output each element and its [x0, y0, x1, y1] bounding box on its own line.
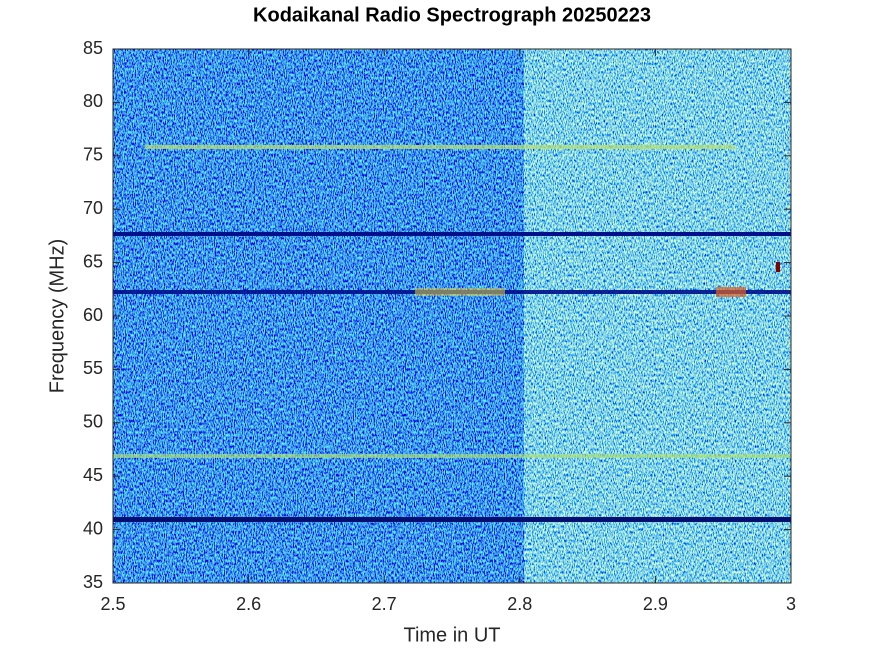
spectrum-right: [524, 49, 791, 583]
y-tick-label: 55: [83, 358, 103, 378]
y-tick-label: 50: [83, 412, 103, 432]
y-tick-label: 75: [83, 145, 103, 165]
y-tick-label: 80: [83, 91, 103, 111]
chart-title: Kodaikanal Radio Spectrograph 20250223: [253, 4, 651, 26]
y-axis-label: Frequency (MHz): [46, 239, 68, 393]
y-tick-label: 40: [83, 518, 103, 538]
absorption-line: [113, 232, 791, 236]
emission-line: [113, 454, 791, 458]
x-tick-label: 2.6: [236, 594, 261, 614]
emission-patch: [415, 288, 505, 296]
absorption-line: [113, 517, 791, 522]
x-tick-label: 2.9: [643, 594, 668, 614]
y-tick-label: 85: [83, 38, 103, 58]
y-tick-label: 35: [83, 572, 103, 592]
emission-patch: [776, 262, 780, 272]
x-tick-label: 3: [786, 594, 796, 614]
spectrogram: [113, 49, 791, 583]
x-tick-label: 2.5: [100, 594, 125, 614]
y-tick-label: 60: [83, 305, 103, 325]
x-axis-label: Time in UT: [403, 624, 500, 646]
spectrum-left: [113, 49, 524, 583]
y-tick-label: 45: [83, 465, 103, 485]
emission-line: [145, 145, 735, 149]
y-tick-label: 65: [83, 251, 103, 271]
x-tick-label: 2.8: [507, 594, 532, 614]
emission-patch: [716, 287, 746, 297]
y-tick-label: 70: [83, 198, 103, 218]
x-tick-label: 2.7: [372, 594, 397, 614]
